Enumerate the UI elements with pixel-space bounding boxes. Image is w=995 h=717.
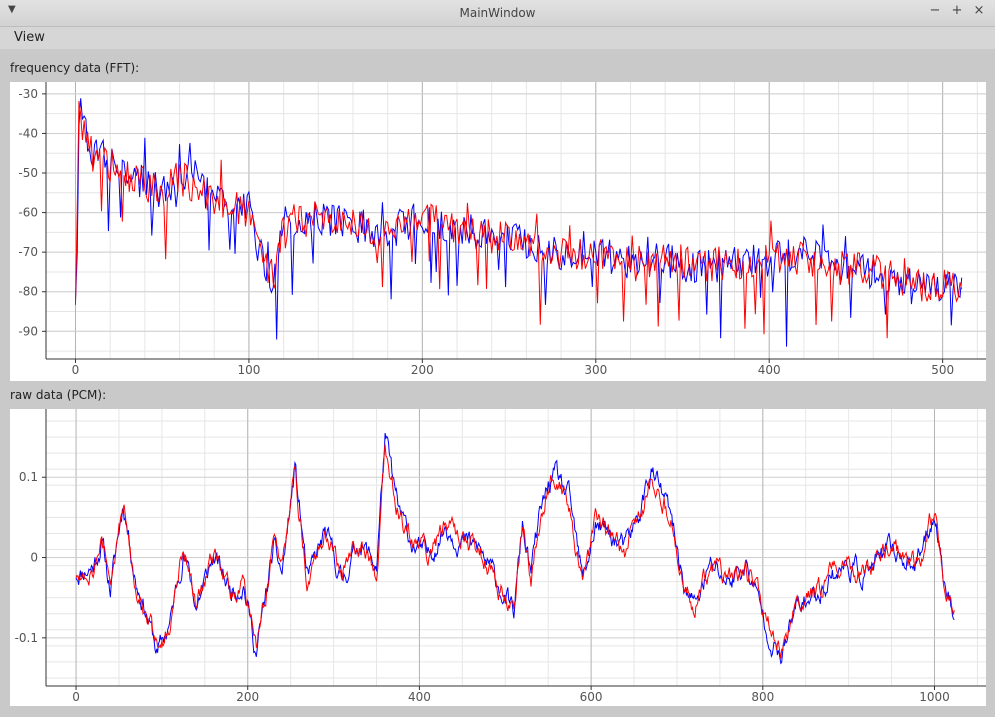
x-tick-label: 400: [408, 690, 431, 704]
menu-bar: View: [0, 27, 995, 49]
x-tick-label: 200: [411, 363, 434, 377]
grid: [46, 409, 986, 686]
x-tick-label: 300: [584, 363, 607, 377]
title-bar[interactable]: ▼ MainWindow − + ×: [0, 0, 995, 27]
window-title: MainWindow: [459, 6, 536, 20]
series-line-1: [75, 444, 955, 659]
x-tick-label: 100: [237, 363, 260, 377]
minimize-icon[interactable]: −: [929, 3, 941, 18]
fft-chart[interactable]: 0 100 200 300 400 500 -30 -40 -50 -60 -70 -80 -90: [10, 82, 986, 381]
y-tick-label: 0.1: [19, 470, 38, 484]
fft-plot-panel[interactable]: 0 100 200 300 400 500 -30 -40 -50 -60 -70 -80 -90: [10, 82, 986, 381]
grid: [46, 82, 986, 359]
x-tick-label: 800: [751, 690, 774, 704]
y-tick-label: -40: [18, 126, 38, 140]
window-menu-icon[interactable]: ▼: [8, 4, 16, 15]
y-tick-label: -60: [18, 206, 38, 220]
maximize-icon[interactable]: +: [951, 3, 963, 18]
x-tick-label: 400: [758, 363, 781, 377]
y-tick-label: -30: [18, 87, 38, 101]
menu-view[interactable]: View: [14, 30, 45, 45]
pcm-section-label: raw data (PCM):: [10, 388, 107, 402]
x-tick-label: 200: [236, 690, 259, 704]
x-tick-label: 500: [931, 363, 954, 377]
y-tick-label: -90: [18, 324, 38, 338]
x-tick-label: 1000: [919, 690, 950, 704]
y-tick-label: -70: [18, 245, 38, 259]
series-line-1: [74, 101, 963, 339]
y-tick-label: -50: [18, 166, 38, 180]
x-tick-label: 0: [72, 690, 80, 704]
pcm-plot-panel[interactable]: 0 200 400 600 800 1000 0.1 0 -0.1: [10, 409, 986, 706]
x-tick-label: 0: [72, 363, 80, 377]
y-tick-label: -0.1: [15, 631, 38, 645]
x-tick-label: 600: [580, 690, 603, 704]
series-line-0: [75, 432, 955, 665]
pcm-chart[interactable]: 0 200 400 600 800 1000 0.1 0 -0.1: [10, 409, 986, 706]
close-icon[interactable]: ×: [973, 3, 985, 18]
series-line-0: [74, 98, 963, 347]
fft-section-label: frequency data (FFT):: [10, 61, 140, 75]
y-tick-label: -80: [18, 285, 38, 299]
y-tick-label: 0: [30, 551, 38, 565]
